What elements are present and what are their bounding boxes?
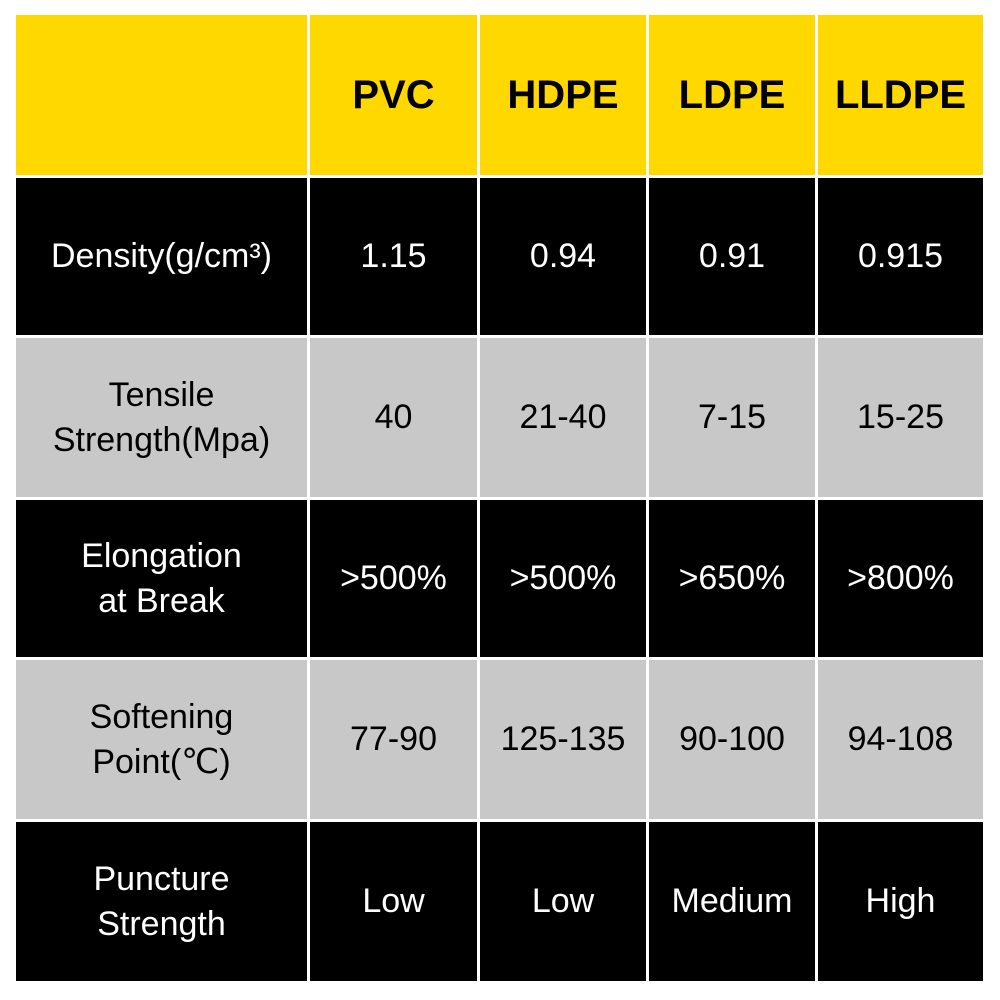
row-label: Tensile Strength(Mpa) (16, 338, 307, 497)
table-cell: 21-40 (480, 338, 646, 497)
table-cell: 0.94 (480, 178, 646, 335)
row-label: Elongation at Break (16, 500, 307, 657)
table-cell: 125-135 (480, 660, 646, 819)
table-cell: 40 (310, 338, 477, 497)
row-label: Softening Point(℃) (16, 660, 307, 819)
table-cell: 90-100 (649, 660, 815, 819)
table-cell: 0.91 (649, 178, 815, 335)
column-header-ldpe: LDPE (649, 15, 815, 175)
header-corner-cell (16, 15, 307, 175)
row-label: Puncture Strength (16, 822, 307, 981)
table-cell: High (818, 822, 983, 981)
table-cell: Low (480, 822, 646, 981)
table-cell: >800% (818, 500, 983, 657)
table-cell: >650% (649, 500, 815, 657)
table-cell: 1.15 (310, 178, 477, 335)
row-label: Density(g/cm³) (16, 178, 307, 335)
table-cell: >500% (480, 500, 646, 657)
column-header-lldpe: LLDPE (818, 15, 983, 175)
table-cell: 0.915 (818, 178, 983, 335)
table-cell: Medium (649, 822, 815, 981)
column-header-hdpe: HDPE (480, 15, 646, 175)
table-cell: >500% (310, 500, 477, 657)
table-cell: 94-108 (818, 660, 983, 819)
column-header-pvc: PVC (310, 15, 477, 175)
table-cell: 7-15 (649, 338, 815, 497)
table-cell: 77-90 (310, 660, 477, 819)
comparison-table: PVC HDPE LDPE LLDPE Density(g/cm³) 1.15 0.94 0.… (16, 15, 983, 981)
table-cell: 15-25 (818, 338, 983, 497)
table-cell: Low (310, 822, 477, 981)
